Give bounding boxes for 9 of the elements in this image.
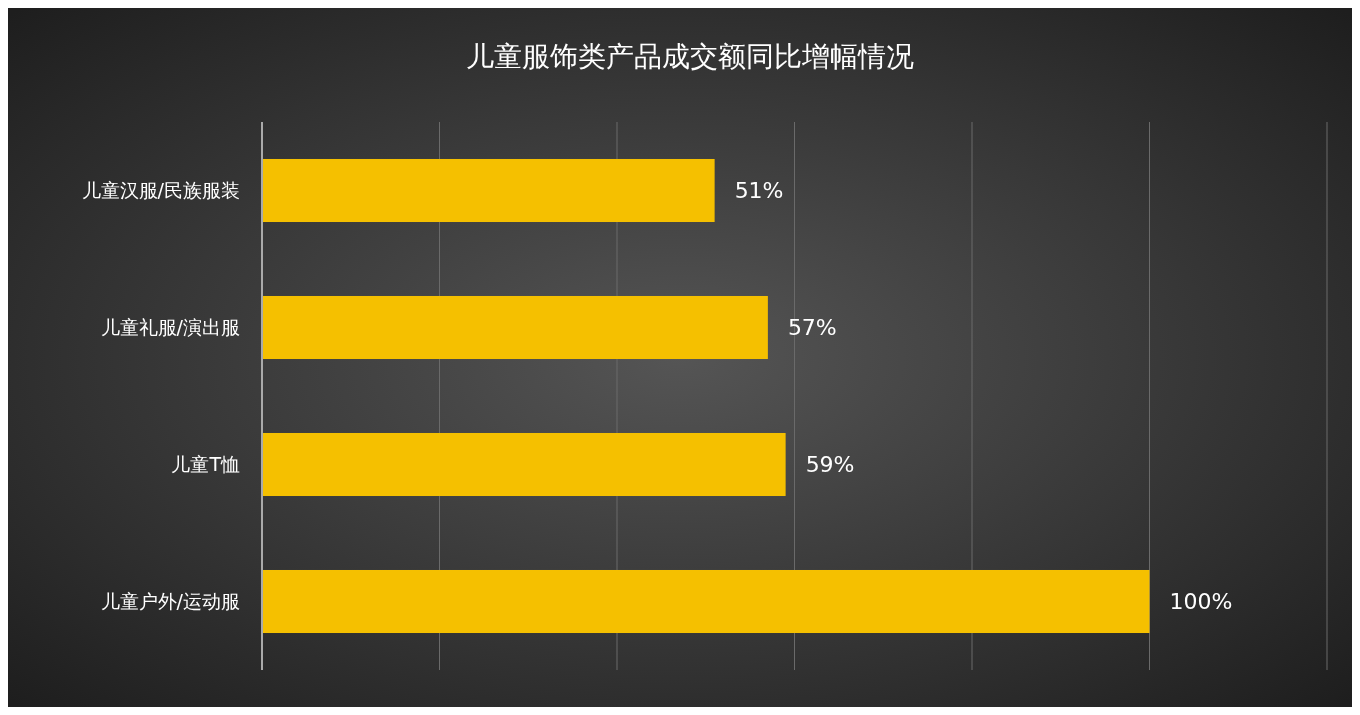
chart-title: 儿童服饰类产品成交额同比增幅情况 bbox=[466, 40, 914, 73]
data-label: 51% bbox=[734, 178, 784, 204]
y-tick-label: 儿童礼服/演出服 bbox=[100, 316, 240, 339]
y-tick-label: 儿童T恤 bbox=[171, 453, 240, 476]
y-tick-label: 儿童汉服/民族服装 bbox=[81, 179, 240, 202]
data-label: 59% bbox=[805, 452, 855, 478]
y-tick-label: 儿童户外/运动服 bbox=[100, 590, 240, 613]
data-label: 100% bbox=[1169, 589, 1233, 615]
data-label: 57% bbox=[787, 315, 837, 341]
